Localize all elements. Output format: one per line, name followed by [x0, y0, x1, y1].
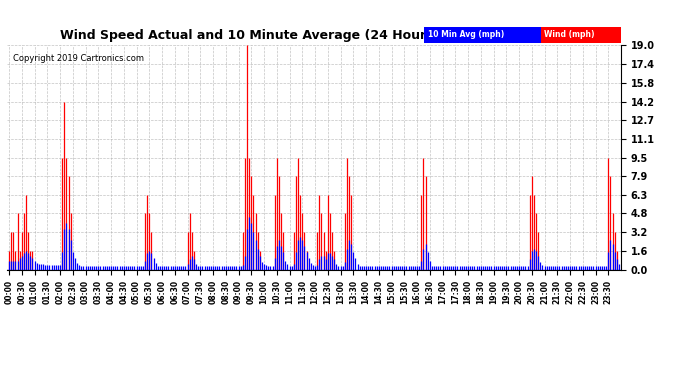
FancyBboxPatch shape — [541, 27, 621, 43]
FancyBboxPatch shape — [424, 27, 541, 43]
Title: Wind Speed Actual and 10 Minute Average (24 Hours)  (New)  20190208: Wind Speed Actual and 10 Minute Average … — [59, 30, 569, 42]
Text: Copyright 2019 Cartronics.com: Copyright 2019 Cartronics.com — [13, 54, 144, 63]
Text: Wind (mph): Wind (mph) — [544, 30, 595, 39]
Text: 10 Min Avg (mph): 10 Min Avg (mph) — [428, 30, 504, 39]
